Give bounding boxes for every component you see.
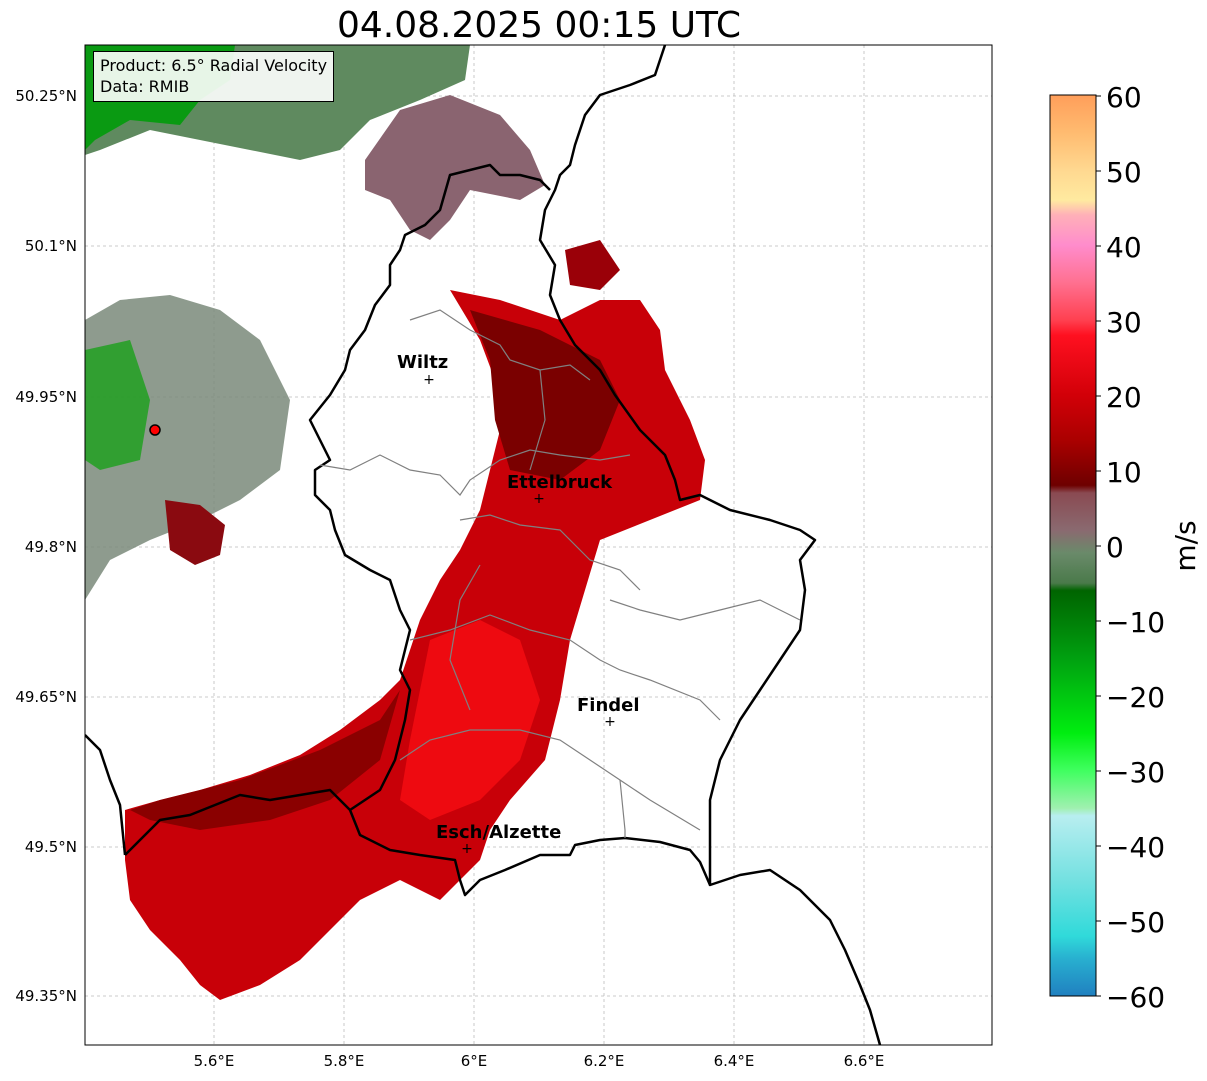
echo-red-fragment-ne <box>565 240 620 290</box>
echo-small-red-cell <box>165 500 225 565</box>
canton-border-9 <box>449 564 481 711</box>
city-wiltz: Wiltz + <box>397 352 448 388</box>
colorbar-tick-label: 30 <box>1106 306 1142 339</box>
border-lu-be-west <box>308 163 551 812</box>
lat-label: 50.1°N <box>25 237 77 255</box>
canton-border-3 <box>459 514 641 591</box>
lat-label: 50.25°N <box>15 87 77 105</box>
echo-brown-north <box>365 95 545 240</box>
city-ettelbruck: Ettelbruck + <box>507 472 613 507</box>
product-label: Product: 6.5° Radial Velocity <box>100 56 328 75</box>
city-label-esch-alzette: Esch/Alzette <box>436 822 561 843</box>
plot-frame <box>84 44 993 1046</box>
colorbar-tick-label: −50 <box>1106 906 1165 939</box>
colorbar-tick-label: −20 <box>1106 681 1165 714</box>
canton-border-4 <box>409 614 721 721</box>
city-findel: Findel + <box>577 695 640 730</box>
city-label-findel: Findel <box>577 695 640 716</box>
canton-border-1 <box>409 309 591 381</box>
radar-site-marker <box>149 424 161 436</box>
lat-label: 49.8°N <box>25 538 77 556</box>
lon-label: 6°E <box>461 1052 488 1070</box>
colorbar-tick-label: 50 <box>1106 156 1142 189</box>
colorbar-tick-label: −10 <box>1106 606 1165 639</box>
lon-label: 5.8°E <box>324 1052 365 1070</box>
canton-border-7 <box>619 779 626 838</box>
lon-label: 6.6°E <box>844 1052 885 1070</box>
lat-axis: 50.25°N 50.1°N 49.95°N 49.8°N 49.65°N 49… <box>15 87 77 1005</box>
colorbar-tick-label: 40 <box>1106 231 1142 264</box>
echo-radar-clutter-green <box>85 340 150 470</box>
city-marker-findel: + <box>604 714 616 730</box>
lat-label: 49.5°N <box>25 838 77 856</box>
radar-echoes <box>85 45 705 1000</box>
city-marker-ettelbruck: + <box>533 491 545 507</box>
border-be-fr-west <box>85 734 127 856</box>
colorbar-tick-label: 60 <box>1106 81 1142 114</box>
lon-axis: 5.6°E 5.8°E 6°E 6.2°E 6.4°E 6.6°E <box>194 1052 885 1070</box>
colorbar-tick-label: −60 <box>1106 981 1165 1014</box>
canton-border-2 <box>319 449 631 496</box>
canton-border-5 <box>399 729 701 831</box>
echo-dark-red-southwest <box>130 690 400 830</box>
city-esch-alzette: Esch/Alzette + <box>436 822 561 857</box>
lat-label: 49.65°N <box>15 688 77 706</box>
echo-bright-red-core <box>400 620 540 820</box>
info-box: Product: 6.5° Radial Velocity Data: RMIB <box>93 51 335 102</box>
lon-label: 5.6°E <box>194 1052 235 1070</box>
border-lu-fr-south <box>124 788 712 897</box>
city-markers: Wiltz + Ettelbruck + Findel + Esch/Alzet… <box>397 352 640 857</box>
colorbar-bar <box>1049 94 1097 997</box>
colorbar-tick-label: 20 <box>1106 381 1142 414</box>
city-label-wiltz: Wiltz <box>397 352 448 373</box>
colorbar-tick-label: 0 <box>1106 531 1124 564</box>
city-marker-wiltz: + <box>423 372 435 388</box>
canton-borders <box>319 309 801 838</box>
data-source-label: Data: RMIB <box>100 77 190 96</box>
colorbar-ticks: 60 50 40 30 20 10 0 −10 −20 −30 −40 −50 … <box>1106 81 1165 1014</box>
border-lu-de-east <box>538 45 882 1045</box>
city-marker-esch-alzette: + <box>461 841 473 857</box>
lon-label: 6.4°E <box>714 1052 755 1070</box>
colorbar-unit-label: m/s <box>1169 520 1202 571</box>
map-title: 04.08.2025 00:15 UTC <box>336 5 742 46</box>
plot-content: Wiltz + Ettelbruck + Findel + Esch/Alzet… <box>85 45 992 1045</box>
canton-border-6 <box>609 599 801 621</box>
colorbar-tick-marks <box>1096 95 1101 997</box>
country-borders <box>85 45 882 1045</box>
colorbar-tick-label: −40 <box>1106 831 1165 864</box>
lat-label: 49.95°N <box>15 388 77 406</box>
lat-label: 49.35°N <box>15 987 77 1005</box>
colorbar: 60 50 40 30 20 10 0 −10 −20 −30 −40 −50 … <box>1049 81 1202 1014</box>
colorbar-tick-label: 10 <box>1106 456 1142 489</box>
lon-label: 6.2°E <box>584 1052 625 1070</box>
canton-border-8 <box>529 369 546 471</box>
city-label-ettelbruck: Ettelbruck <box>507 472 613 493</box>
colorbar-tick-label: −30 <box>1106 756 1165 789</box>
